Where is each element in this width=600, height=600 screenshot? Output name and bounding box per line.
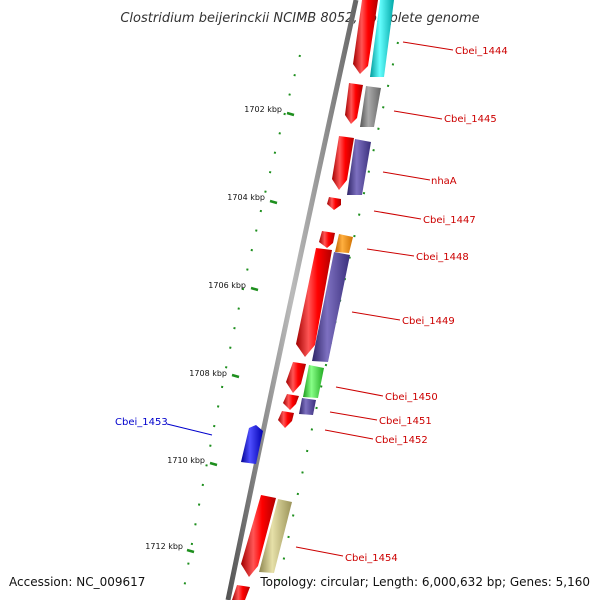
gene-label: Cbei_1450 (385, 392, 438, 403)
label-leader (329, 411, 378, 421)
cog-bar (312, 252, 350, 362)
tick-1712: 1712 kbp (145, 542, 195, 554)
label-leader (382, 171, 431, 181)
tick-label: 1706 kbp (208, 281, 246, 290)
gene-arrow (332, 136, 354, 190)
label-leader (402, 41, 454, 51)
gene-arrow (296, 248, 332, 357)
label-leader (351, 311, 401, 321)
gene-label: nhaA (431, 176, 457, 187)
map-title: Clostridium beijerinckii NCIMB 8052, com… (120, 11, 479, 26)
gene-cbei-1449[interactable]: Cbei_1449 (296, 248, 455, 362)
gene-arrow (283, 394, 299, 410)
gene-cbei-1452[interactable]: Cbei_1452 (278, 411, 428, 446)
cog-bar (335, 234, 353, 253)
cog-bar (347, 139, 371, 195)
cog-bar (259, 499, 292, 573)
gene-arrow (241, 495, 276, 577)
label-leader (324, 429, 374, 440)
outer-guide-dots (274, 41, 399, 600)
gene-arrow (241, 425, 263, 464)
tick-1704: 1704 kbp (227, 193, 278, 205)
cog-bar (299, 398, 316, 415)
tick-1702: 1702 kbp (244, 105, 295, 117)
gene-cbei-1450[interactable]: Cbei_1450 (286, 362, 438, 403)
gene-label: Cbei_1447 (423, 215, 476, 226)
gene-arrow (286, 362, 306, 393)
tick-1710: 1710 kbp (167, 456, 218, 467)
accession-text: Accession: NC_009617 (9, 575, 145, 589)
label-leader (295, 546, 344, 557)
gene-label: Cbei_1453 (115, 417, 168, 428)
gene-arrow (319, 231, 335, 248)
tick-label: 1712 kbp (145, 542, 183, 551)
gene-label: Cbei_1451 (379, 416, 432, 427)
gene-nhaa[interactable]: nhaA (332, 136, 457, 195)
gene-arrow (353, 0, 378, 74)
gene-label: Cbei_1445 (444, 114, 497, 125)
label-leader (373, 210, 422, 220)
tick-label: 1710 kbp (167, 456, 205, 465)
genome-backbone (225, 0, 359, 600)
label-leader (335, 386, 384, 397)
tick-1708: 1708 kbp (189, 369, 240, 379)
gene-arrow (327, 197, 341, 210)
tick-label: 1704 kbp (227, 193, 265, 202)
gene-label: Cbei_1454 (345, 553, 398, 564)
gene-cbei-1448[interactable]: Cbei_1448 (319, 231, 469, 263)
gene-label: Cbei_1448 (416, 252, 469, 263)
label-leader (366, 248, 415, 257)
cog-bar (360, 86, 381, 127)
tick-label: 1708 kbp (189, 369, 227, 378)
genome-summary-text: Topology: circular; Length: 6,000,632 bp… (259, 575, 590, 589)
gene-arrow (345, 83, 363, 124)
gene-cbei-1453[interactable]: Cbei_1453 (115, 417, 263, 464)
tick-label: 1702 kbp (244, 105, 282, 114)
gene-cbei-1445[interactable]: Cbei_1445 (345, 83, 497, 127)
cog-bar (370, 0, 394, 77)
gene-cbei-1454[interactable]: Cbei_1454 (241, 495, 398, 577)
gene-label: Cbei_1449 (402, 316, 455, 327)
gene-arrow (232, 585, 250, 600)
gene-cbei-1451[interactable]: Cbei_1451 (283, 394, 432, 427)
gene-arrow (278, 411, 294, 428)
cog-bar (303, 365, 324, 398)
gene-cbei-1444[interactable]: Cbei_1444 (353, 0, 508, 77)
gene-partial-next (232, 585, 250, 600)
gene-cbei-1447[interactable]: Cbei_1447 (327, 197, 476, 226)
gene-label: Cbei_1452 (375, 435, 428, 446)
tick-1706: 1706 kbp (208, 281, 259, 292)
label-leader (166, 423, 213, 436)
label-leader (393, 110, 443, 120)
gene-label: Cbei_1444 (455, 46, 508, 57)
